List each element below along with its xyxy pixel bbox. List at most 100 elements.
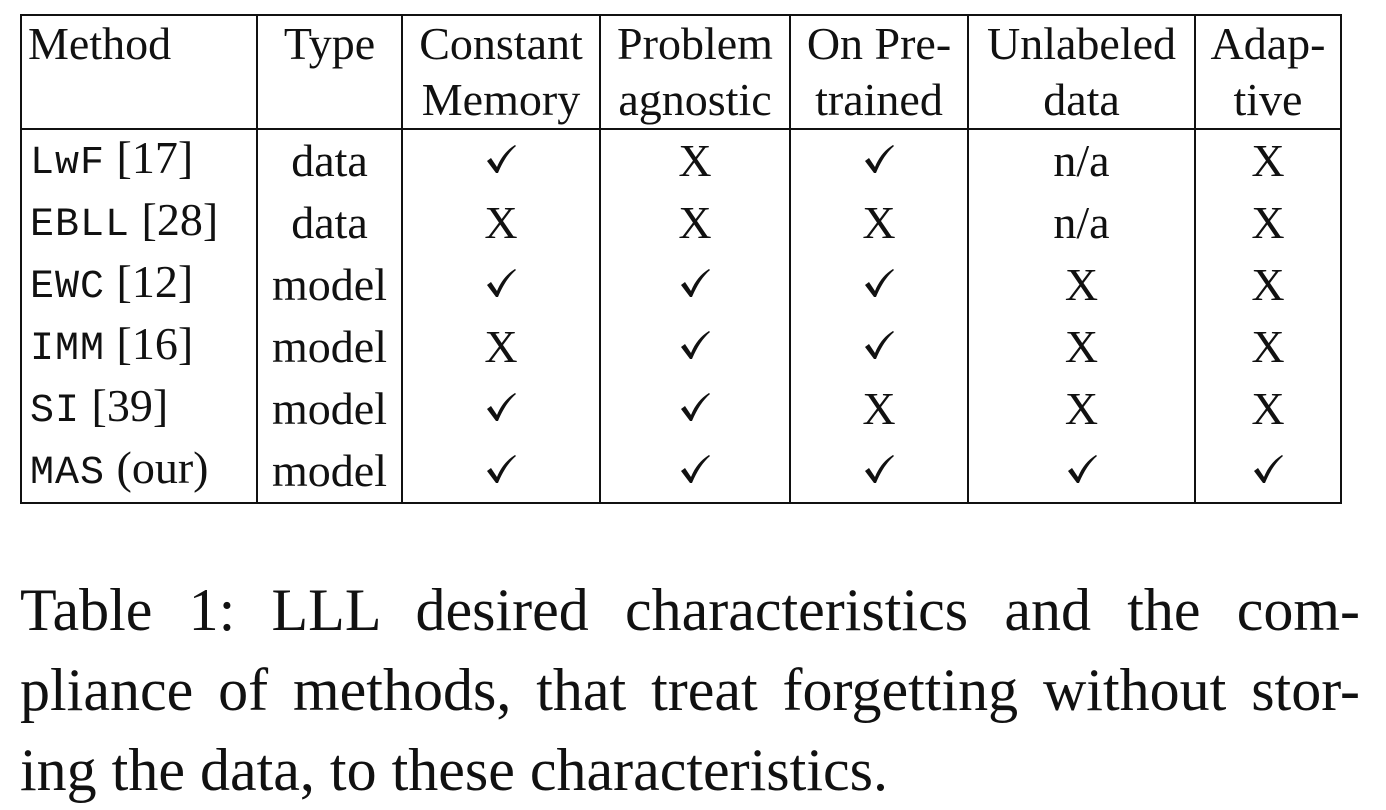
cross-mark: X: [1064, 259, 1099, 310]
table-row: EBLL [28] data X X X n/a X: [20, 192, 1342, 254]
cross-mark: X: [1064, 383, 1099, 434]
header-problem-agnostic-line1: Problem: [599, 14, 791, 72]
method-name: EWC: [30, 265, 106, 310]
on-pretrained-cell: [789, 254, 969, 316]
method-cell: MAS (our): [20, 440, 258, 504]
method-cell: EBLL [28]: [20, 192, 258, 254]
check-icon: [678, 328, 712, 362]
method-cell: LwF [17]: [20, 129, 258, 192]
on-pretrained-cell: [789, 129, 969, 192]
check-icon: [484, 452, 518, 486]
adaptive-cell: X: [1194, 129, 1342, 192]
header-row-1: Method Type Constant Problem On Pre- Unl…: [20, 14, 1342, 72]
cross-mark: X: [1251, 197, 1285, 248]
method-cell: IMM [16]: [20, 316, 258, 378]
constant-memory-cell: X: [401, 316, 601, 378]
constant-memory-cell: [401, 378, 601, 440]
header-row-2: Memory agnostic trained data tive: [20, 72, 1342, 130]
header-type: Type: [256, 14, 403, 72]
cross-mark: X: [678, 197, 712, 248]
method-name: SI: [30, 389, 81, 434]
cross-mark: X: [1251, 135, 1285, 186]
cross-mark: X: [1064, 321, 1099, 372]
check-icon: [1251, 452, 1285, 486]
unlabeled-data-cell: X: [967, 316, 1196, 378]
table-row: IMM [16] model X X X: [20, 316, 1342, 378]
method-cell: EWC [12]: [20, 254, 258, 316]
cross-mark: X: [862, 383, 896, 434]
table-body: LwF [17] data X n/a X EBLL [28] data X X…: [20, 129, 1342, 504]
method-name: LwF: [30, 141, 106, 186]
header-unlabeled-data-line2: data: [967, 72, 1196, 130]
unlabeled-data-cell: n/a: [967, 129, 1196, 192]
check-icon: [484, 390, 518, 424]
comparison-table: Method Type Constant Problem On Pre- Unl…: [20, 14, 1342, 504]
cross-mark: X: [484, 197, 518, 248]
check-icon: [862, 142, 896, 176]
check-icon: [862, 452, 896, 486]
unlabeled-data-cell: X: [967, 254, 1196, 316]
method-citation: (our): [116, 442, 209, 493]
method-citation: [28]: [141, 194, 219, 245]
check-icon: [862, 328, 896, 362]
header-constant-memory-line1: Constant: [401, 14, 601, 72]
header-problem-agnostic-line2: agnostic: [599, 72, 791, 130]
table-header: Method Type Constant Problem On Pre- Unl…: [20, 14, 1342, 130]
method-citation: [12]: [116, 256, 194, 307]
header-type-line2: [256, 72, 403, 130]
comparison-table-container: Method Type Constant Problem On Pre- Unl…: [20, 14, 1342, 504]
check-icon: [1065, 452, 1099, 486]
method-name: MAS: [30, 451, 106, 496]
header-method: Method: [20, 14, 258, 72]
adaptive-cell: X: [1194, 316, 1342, 378]
type-cell: model: [256, 254, 403, 316]
cross-mark: X: [1251, 383, 1285, 434]
check-icon: [484, 142, 518, 176]
on-pretrained-cell: [789, 316, 969, 378]
not-applicable-text: n/a: [1053, 135, 1110, 186]
problem-agnostic-cell: X: [599, 129, 791, 192]
adaptive-cell: X: [1194, 378, 1342, 440]
on-pretrained-cell: X: [789, 378, 969, 440]
method-name: EBLL: [30, 203, 131, 248]
problem-agnostic-cell: [599, 316, 791, 378]
check-icon: [484, 266, 518, 300]
header-adaptive-line1: Adap-: [1194, 14, 1342, 72]
check-icon: [862, 266, 896, 300]
cross-mark: X: [1251, 321, 1285, 372]
table-row: MAS (our) model: [20, 440, 1342, 504]
cross-mark: X: [678, 135, 712, 186]
table-row: EWC [12] model X X: [20, 254, 1342, 316]
problem-agnostic-cell: [599, 378, 791, 440]
unlabeled-data-cell: n/a: [967, 192, 1196, 254]
cross-mark: X: [862, 197, 896, 248]
table-caption: Table 1: LLL desired characteristics and…: [20, 570, 1360, 810]
method-name: IMM: [30, 327, 106, 372]
unlabeled-data-cell: X: [967, 378, 1196, 440]
type-cell: model: [256, 378, 403, 440]
header-on-pretrained-line1: On Pre-: [789, 14, 969, 72]
header-constant-memory-line2: Memory: [401, 72, 601, 130]
table-row: SI [39] model X X X: [20, 378, 1342, 440]
cross-mark: X: [1251, 259, 1285, 310]
method-citation: [16]: [116, 318, 194, 369]
constant-memory-cell: [401, 254, 601, 316]
problem-agnostic-cell: [599, 440, 791, 504]
constant-memory-cell: X: [401, 192, 601, 254]
constant-memory-cell: [401, 129, 601, 192]
header-method-line2: [20, 72, 258, 130]
method-citation: [17]: [116, 132, 194, 183]
header-on-pretrained-line2: trained: [789, 72, 969, 130]
method-cell: SI [39]: [20, 378, 258, 440]
method-citation: [39]: [91, 380, 169, 431]
header-unlabeled-data-line1: Unlabeled: [967, 14, 1196, 72]
check-icon: [678, 390, 712, 424]
type-cell: data: [256, 192, 403, 254]
type-cell: model: [256, 440, 403, 504]
problem-agnostic-cell: X: [599, 192, 791, 254]
check-icon: [678, 266, 712, 300]
header-adaptive-line2: tive: [1194, 72, 1342, 130]
not-applicable-text: n/a: [1053, 197, 1110, 248]
on-pretrained-cell: [789, 440, 969, 504]
type-cell: model: [256, 316, 403, 378]
